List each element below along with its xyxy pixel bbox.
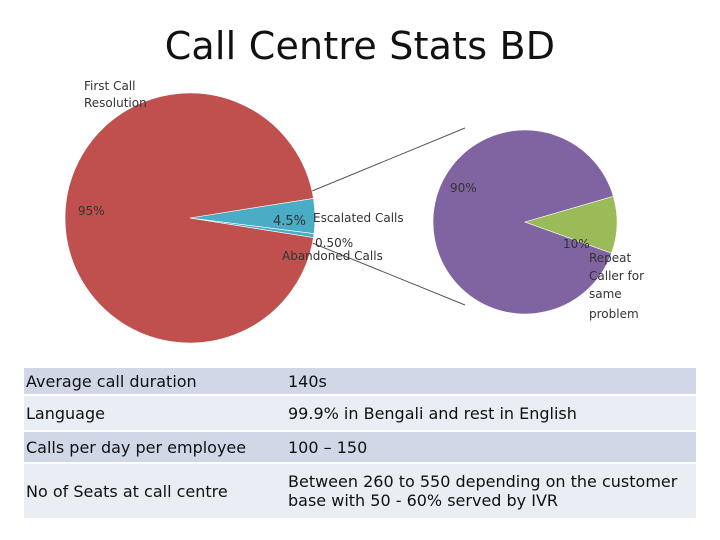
label-repeat-line1: Repeat — [589, 251, 632, 265]
connector-line-bottom — [299, 237, 466, 306]
label-first-call-line1: First Call — [84, 79, 135, 93]
table-cell-label: Language — [24, 395, 286, 431]
table-row: Calls per day per employee 100 – 150 — [24, 431, 696, 463]
label-abandoned-calls: Abandoned Calls — [282, 249, 383, 263]
label-90-percent: 90% — [450, 181, 477, 195]
table-row: Average call duration 140s — [24, 368, 696, 395]
label-repeat-line4: problem — [589, 307, 639, 321]
table-cell-label: No of Seats at call centre — [24, 463, 286, 519]
table-cell-value: 99.9% in Bengali and rest in English — [286, 395, 696, 431]
table-cell-value: Between 260 to 550 depending on the cust… — [286, 463, 696, 519]
table-row: No of Seats at call centre Between 260 t… — [24, 463, 696, 519]
slice-first-call-resolution — [64, 92, 314, 344]
connector-line-top — [299, 127, 466, 197]
bar-of-pie-chart: First Call Resolution 95% 4.5% Escalated… — [64, 79, 644, 344]
slice-abandoned-calls — [189, 217, 315, 238]
label-95-percent: 95% — [78, 204, 105, 218]
label-10-percent: 10% — [563, 237, 590, 251]
slice-90-percent — [432, 129, 614, 315]
table-cell-value: 100 – 150 — [286, 431, 696, 463]
table-cell-label: Average call duration — [24, 368, 286, 395]
label-0-50-percent: 0.50% — [315, 236, 353, 250]
slide-title: Call Centre Stats BD — [164, 24, 556, 68]
table-row: Language 99.9% in Bengali and rest in En… — [24, 395, 696, 431]
slice-repeat-caller — [524, 195, 618, 254]
main-pie — [64, 92, 316, 344]
label-repeat-line3: same — [589, 287, 622, 301]
label-first-call-line2: Resolution — [84, 96, 147, 110]
label-4-5-percent: 4.5% — [273, 214, 306, 229]
label-repeat-line2: Caller for — [589, 269, 644, 283]
label-escalated-calls: Escalated Calls — [313, 211, 404, 225]
table-cell-label: Calls per day per employee — [24, 431, 286, 463]
stats-table: Average call duration 140s Language 99.9… — [24, 368, 696, 520]
table-cell-value: 140s — [286, 368, 696, 395]
secondary-pie — [432, 129, 618, 315]
